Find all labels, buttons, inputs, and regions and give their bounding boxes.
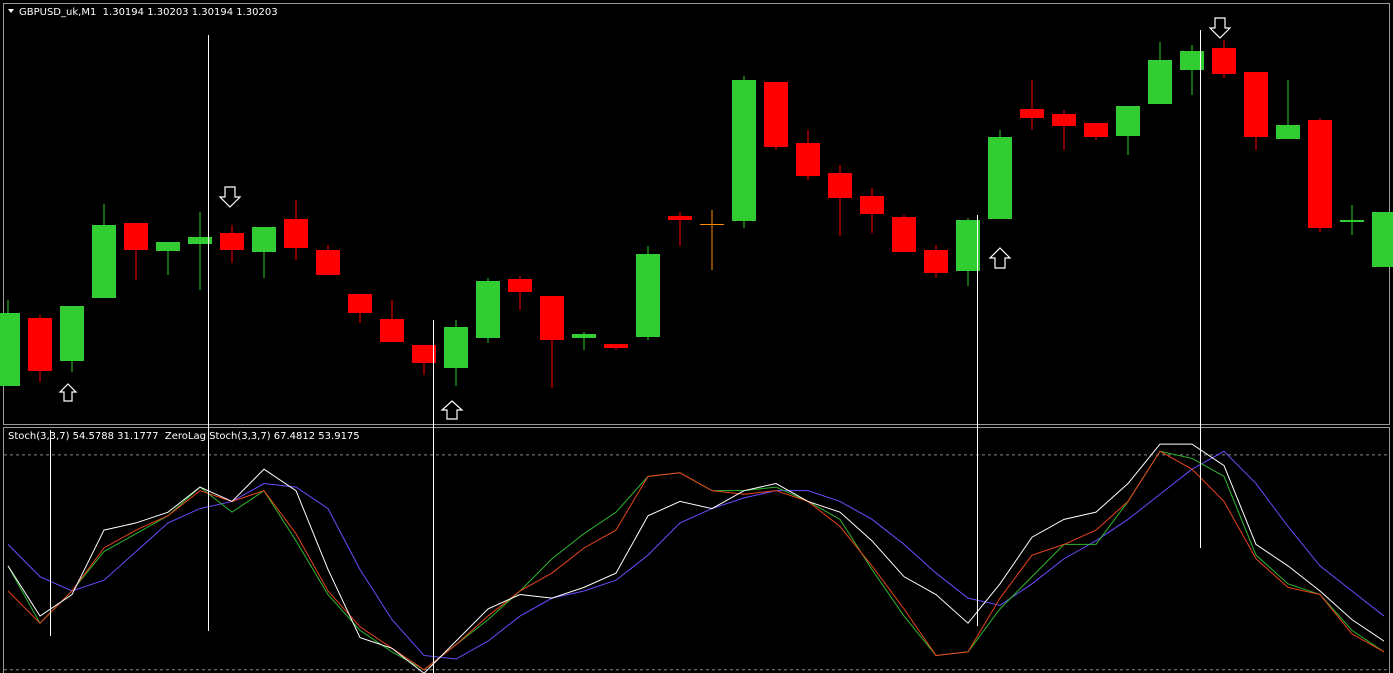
candle-body: [92, 225, 116, 298]
signal-arrows: [58, 17, 1232, 420]
candle-body: [828, 173, 852, 198]
candle-body: [316, 250, 340, 275]
candle-body: [924, 250, 948, 273]
signal-lines: [50, 30, 1201, 673]
candle-body: [700, 224, 724, 225]
candle-body: [1180, 51, 1204, 70]
candle-body: [1084, 123, 1108, 137]
candle-body: [156, 242, 180, 251]
candle-body: [252, 227, 276, 252]
candle-body: [348, 294, 372, 313]
candle-body: [1148, 60, 1172, 104]
indicator-panel: [4, 443, 1389, 673]
candle-body: [988, 137, 1012, 219]
candle-body: [220, 233, 244, 250]
candle-body: [28, 318, 52, 371]
candle-body: [732, 80, 756, 221]
indicator-line: [7, 450, 1385, 671]
indicator-line: [7, 450, 1385, 671]
candle-body: [476, 281, 500, 338]
candle-body: [412, 345, 436, 363]
indicator-line: [7, 450, 1385, 660]
indicator-header: Stoch(3,3,7) 54.5788 31.1777 ZeroLag Sto…: [8, 431, 360, 442]
candle-body: [380, 319, 404, 342]
candle-body: [860, 196, 884, 214]
candle-body: [1308, 120, 1332, 228]
candle-body: [1372, 212, 1393, 267]
buy-arrow: [440, 400, 464, 420]
candle-body: [1340, 220, 1364, 222]
candle-body: [60, 306, 84, 361]
collapse-icon[interactable]: [8, 9, 14, 13]
candle-body: [636, 254, 660, 337]
candle-body: [668, 216, 692, 220]
candle-body: [284, 219, 308, 248]
indicator-line: [7, 443, 1385, 673]
candle-body: [540, 296, 564, 340]
candle-body: [1276, 125, 1300, 139]
sell-arrow: [1208, 17, 1232, 39]
candle-body: [1212, 48, 1236, 74]
buy-arrow: [988, 247, 1012, 269]
candle-body: [604, 344, 628, 348]
candle-body: [444, 327, 468, 368]
candle-body: [892, 217, 916, 252]
candle-body: [572, 334, 596, 338]
candle-body: [508, 279, 532, 292]
symbol-header: GBPUSD_uk,M1 1.30194 1.30203 1.30194 1.3…: [19, 7, 278, 18]
candle-body: [1020, 109, 1044, 118]
main-panel: [0, 40, 1393, 388]
candle-body: [1244, 72, 1268, 137]
candle-body: [1116, 106, 1140, 136]
candle-body: [1052, 114, 1076, 126]
candle-body: [956, 220, 980, 271]
candle-body: [0, 313, 20, 386]
candle-body: [124, 223, 148, 250]
candle-body: [188, 237, 212, 244]
indicator-panel-frame: [3, 427, 1390, 673]
candle-body: [764, 82, 788, 147]
sell-arrow: [218, 186, 242, 208]
buy-arrow: [58, 383, 78, 402]
candle-body: [796, 143, 820, 176]
